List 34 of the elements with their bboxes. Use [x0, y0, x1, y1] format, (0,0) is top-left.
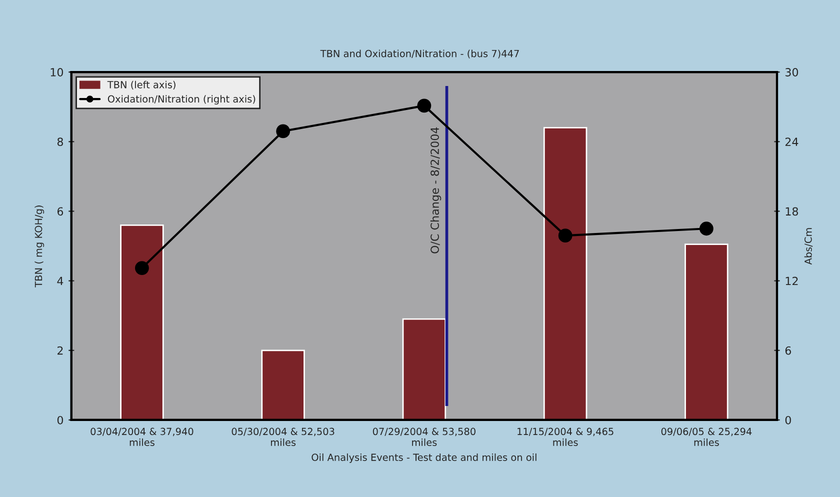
y-tick-label: 0 — [57, 416, 64, 424]
y2-tick-label: 12 — [786, 276, 798, 286]
y2-axis-title: Abs/Cm — [804, 228, 813, 265]
y-axis-title: TBN ( mg KOH/g) — [34, 206, 44, 288]
bar — [261, 350, 305, 420]
x-tick-label: 09/06/05 & 25,294 miles — [661, 428, 752, 446]
y-tick-label: 8 — [57, 138, 63, 146]
point — [699, 222, 714, 236]
point — [558, 228, 572, 243]
x-tick-label: 03/04/2004 & 37,940 miles — [90, 428, 194, 446]
y-tick-label: 6 — [57, 207, 64, 216]
legend-label: TBN (left axis) — [107, 80, 176, 90]
y2-tick-label: 0 — [785, 416, 791, 424]
point — [417, 98, 432, 113]
point — [135, 261, 149, 275]
x-tick-label: 05/30/2004 & 52,503 miles — [232, 428, 334, 446]
bar — [120, 224, 164, 420]
y2-tick-label: 24 — [785, 138, 798, 146]
x-tick-label: 11/15/2004 & 9,465 miles — [518, 428, 614, 446]
y2-tick-label: 30 — [785, 68, 798, 76]
x-tick-label: 07/29/2004 & 53,580 miles — [372, 428, 476, 446]
y2-tick-label: 18 — [786, 207, 798, 216]
bar — [543, 127, 588, 420]
annotation: O/C Change - 8/2/2004 — [430, 127, 442, 254]
legend-label: Oxidation/Nitration (right axis) — [108, 95, 256, 104]
bar — [684, 244, 728, 420]
y-tick-label: 10 — [50, 68, 64, 76]
chart-title: TBN and Oxidation/Nitration - (bus 7)447 — [320, 50, 519, 58]
y-tick-label: 4 — [57, 276, 64, 286]
x-axis-title: Oil Analysis Events - Test date and miles on oil — [312, 453, 536, 463]
y2-tick-label: 6 — [785, 346, 792, 355]
bar — [402, 318, 446, 420]
point — [276, 124, 290, 138]
y-tick-label: 2 — [58, 346, 63, 355]
